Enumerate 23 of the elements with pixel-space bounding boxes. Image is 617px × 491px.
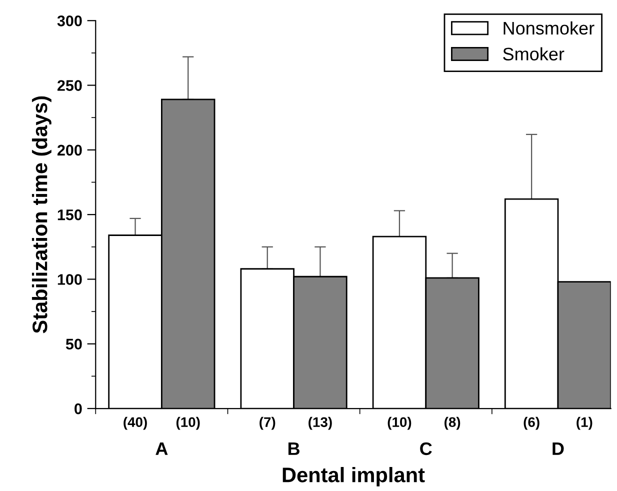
- x-tick-label: B: [288, 442, 300, 455]
- y-tick-label: 150: [58, 209, 82, 220]
- text: (1): [576, 416, 592, 430]
- x-axis-title: Dental implant: [282, 467, 425, 486]
- text: (8): [444, 416, 460, 430]
- x-tick-label: C: [420, 442, 432, 456]
- text: (7): [260, 416, 276, 430]
- y-tick-label: 250: [57, 80, 82, 91]
- text: (13): [308, 416, 332, 430]
- legend-label: Smoker: [503, 47, 564, 60]
- y-tick-label: 50: [66, 338, 82, 350]
- legend-label: Nonsmoker: [504, 21, 594, 35]
- text: (10): [176, 416, 200, 430]
- y-tick-label: 100: [58, 274, 82, 285]
- text: (6): [524, 416, 540, 430]
- y-tick-label: 200: [57, 144, 82, 156]
- y-tick-label: 300: [57, 15, 82, 26]
- x-tick-label: D: [552, 442, 564, 455]
- y-axis-title: Stabilization time (days): [32, 96, 52, 334]
- text: (10): [388, 416, 412, 430]
- text: (40): [124, 416, 147, 430]
- x-tick-label: A: [156, 442, 168, 455]
- y-tick-label: 0: [74, 403, 82, 414]
